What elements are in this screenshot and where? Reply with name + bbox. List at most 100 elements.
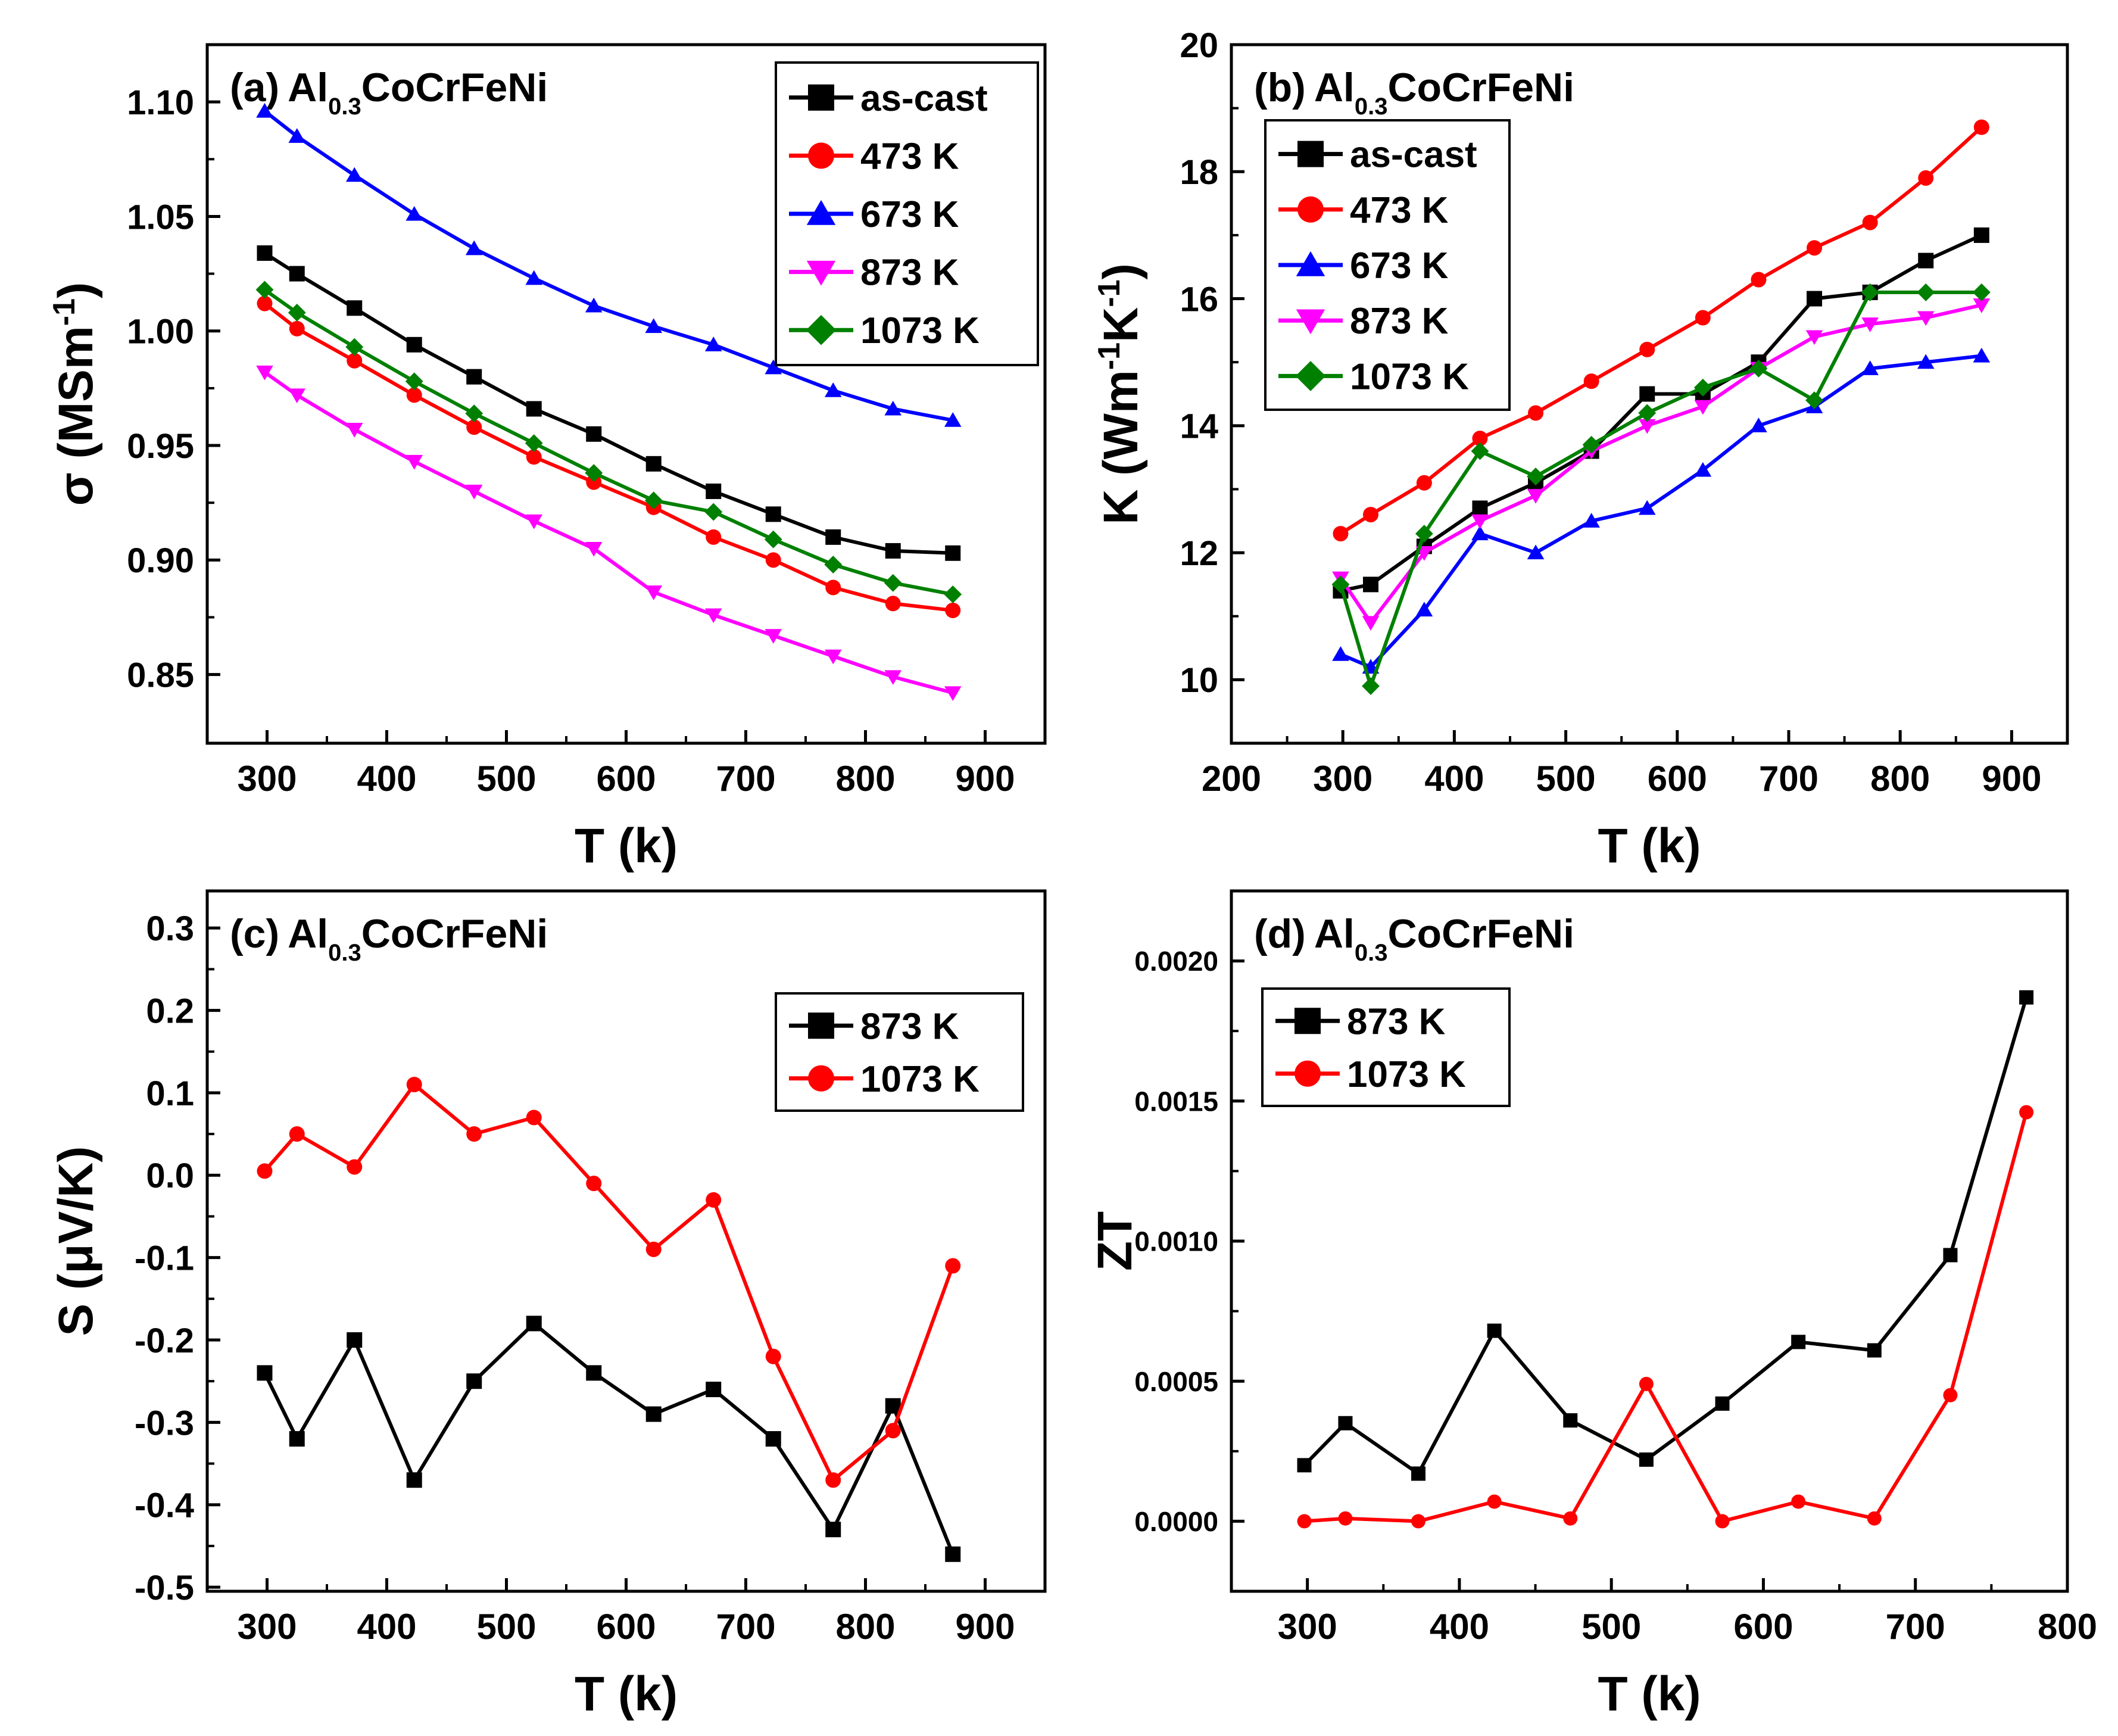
legend-marker [808, 142, 834, 169]
series-1073-k [1331, 283, 1991, 695]
x-tick-label: 500 [1536, 759, 1596, 799]
data-point [586, 426, 602, 442]
series-1073-k [1297, 1105, 2034, 1529]
data-point [526, 449, 542, 465]
data-point [1563, 1511, 1578, 1526]
panel-title: (b) Al0.3CoCrFeNi [1254, 65, 1574, 120]
y-tick-label: 0.0015 [1134, 1086, 1218, 1117]
data-point [466, 369, 482, 385]
legend-item: 1073 K [1278, 356, 1469, 397]
legend-item: 873 K [1278, 301, 1449, 342]
data-point [1639, 1452, 1654, 1467]
y-tick-label: 0.1 [146, 1074, 194, 1113]
y-axis-label-end: ) [49, 282, 103, 298]
data-point [345, 423, 363, 438]
data-point [1917, 283, 1935, 301]
data-point [1861, 360, 1879, 375]
data-point [885, 1398, 901, 1414]
x-tick-label: 700 [1886, 1607, 1945, 1647]
data-point [526, 401, 542, 417]
data-point [1363, 507, 1378, 523]
legend-item: 873 K [789, 253, 959, 294]
data-point [1411, 1466, 1425, 1481]
legend-label: 673 K [1350, 245, 1449, 286]
x-tick-label: 800 [835, 1607, 895, 1647]
legend-label: 1073 K [860, 310, 980, 351]
data-point [945, 602, 961, 618]
data-point [1750, 417, 1767, 432]
data-point [706, 483, 722, 499]
data-point [1639, 386, 1655, 402]
legend-label: 473 K [1350, 190, 1449, 231]
data-point [1715, 1514, 1730, 1529]
data-point [526, 1316, 542, 1332]
y-tick-label: 0.90 [127, 541, 194, 580]
data-point [1973, 119, 1989, 135]
data-point [525, 270, 543, 285]
y-tick-label: -0.5 [135, 1569, 194, 1607]
data-point [345, 338, 364, 356]
data-point [645, 318, 663, 334]
data-point [405, 454, 423, 470]
data-point [256, 365, 273, 381]
x-tick-label: 400 [357, 1607, 416, 1647]
data-point [706, 529, 722, 545]
title-rest: CoCrFeNi [1387, 911, 1574, 956]
y-tick-label: -0.4 [135, 1486, 194, 1525]
data-point [466, 419, 482, 435]
legend-label: 1073 K [1347, 1054, 1466, 1095]
data-point [1918, 170, 1934, 186]
data-point [945, 1546, 961, 1562]
data-point [1694, 400, 1712, 415]
y-axis-label-main: σ (MSm [49, 326, 103, 506]
legend-item: 1073 K [789, 1059, 980, 1100]
legend-label: as-cast [860, 78, 988, 119]
legend-marker [808, 1012, 834, 1039]
data-point [465, 404, 484, 423]
series-line [263, 1083, 955, 1482]
panel-letter: (a) [230, 65, 279, 110]
legend-item: 1073 K [1275, 1054, 1466, 1095]
data-point [347, 1159, 363, 1175]
y-tick-label: 1.00 [127, 313, 194, 351]
panel-letter: (d) [1254, 911, 1306, 956]
data-point [1415, 601, 1433, 617]
data-point [1862, 214, 1878, 230]
y-tick-label: 0.2 [146, 992, 194, 1030]
y-axis-label: σ (MSm-1) [47, 282, 103, 506]
y-tick-label: 0.85 [127, 656, 194, 695]
data-point [288, 304, 306, 322]
data-point [825, 1472, 841, 1488]
title-element: Al [1314, 911, 1355, 956]
data-point [1917, 311, 1935, 326]
data-point [2019, 1105, 2034, 1120]
legend-marker [1296, 309, 1325, 335]
data-point [1861, 317, 1879, 332]
legend-marker [808, 84, 834, 111]
y-tick-label: -0.2 [135, 1322, 194, 1360]
data-point [1527, 544, 1545, 560]
data-point [1805, 330, 1823, 345]
legend-item: 673 K [1278, 245, 1449, 286]
data-point [345, 167, 363, 182]
y-tick-label: 12 [1180, 534, 1218, 573]
y-tick-label: 0.0000 [1134, 1506, 1218, 1537]
y-tick-label: 0.0 [146, 1157, 194, 1195]
x-axis-label: T (k) [1598, 1667, 1701, 1721]
data-point [405, 205, 423, 221]
legend-marker [1295, 361, 1326, 391]
data-point [405, 372, 423, 391]
x-tick-label: 700 [1759, 759, 1818, 799]
data-point [825, 529, 841, 545]
y-axis-label-end: ) [1094, 263, 1148, 279]
x-tick-label: 400 [1430, 1607, 1489, 1647]
data-point [1471, 525, 1489, 541]
data-point [1333, 526, 1349, 542]
data-point [1527, 489, 1545, 504]
title-subscript: 0.3 [1355, 93, 1388, 120]
data-point [704, 608, 722, 624]
series-line [263, 1322, 955, 1555]
series-873-k [256, 365, 962, 702]
series-as-cast [257, 245, 961, 561]
y-axis-label-sup: -1 [1092, 342, 1127, 370]
